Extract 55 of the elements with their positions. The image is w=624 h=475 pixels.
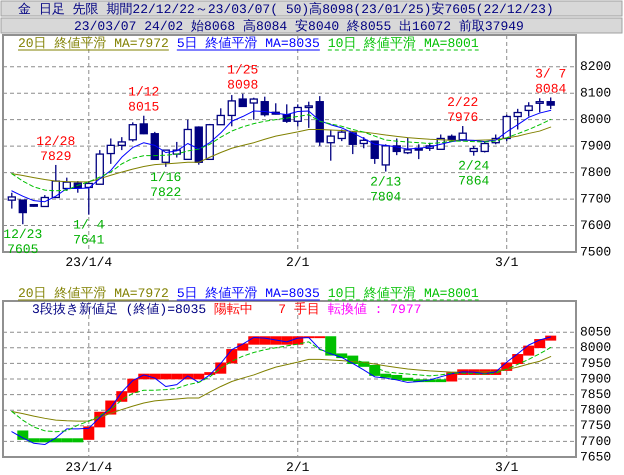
annotation: 3段抜き新値足 (終値)=8035 [32, 302, 206, 317]
annotation: 7641 [73, 232, 105, 248]
annotation: 7 手目 [278, 302, 320, 317]
y-tick-label: 7900 [580, 138, 612, 154]
text: 5日 終値平滑 MA=8035 [176, 36, 320, 51]
chart-subtitle: 23/03/07 24/02 始8068 高8084 安8040 終8055 出16072 前取37949 [74, 18, 524, 34]
x-tick-label: 3/1 [495, 460, 519, 475]
text: 20日 終値平滑 MA=7972 [18, 286, 169, 301]
y-tick-label: 8000 [580, 340, 612, 356]
annotation: 1/12 [128, 84, 160, 100]
annotation: 2/13 [370, 174, 402, 190]
annotation: 7822 [150, 184, 182, 200]
annotation: 7976 [447, 110, 478, 126]
y-tick-label: 7850 [580, 387, 612, 402]
annotation: 2/24 [458, 158, 490, 174]
y-tick-label: 8100 [580, 86, 612, 101]
annotation: 1/ 4 [73, 218, 105, 233]
chart-title: 金 日足 先限 期間22/12/22～23/03/07( 50)高8098(23/01/25)安7605(22/12/23) [18, 1, 554, 17]
text: 10日 終値平滑 MA=8001 [328, 36, 479, 51]
annotation: 7804 [370, 190, 402, 205]
annotation: 12/28 [36, 134, 76, 149]
text: 20日 終値平滑 MA=7972 [18, 36, 169, 51]
y-tick-label: 8050 [580, 324, 612, 340]
annotation: 12/23 [3, 227, 42, 242]
y-tick-label: 7750 [580, 418, 612, 434]
annotation: 1/25 [227, 62, 258, 78]
y-tick-label: 7700 [580, 434, 612, 449]
y-tick-label: 7800 [580, 165, 612, 180]
annotation: 8084 [535, 81, 566, 96]
annotation: 3/ 7 [535, 66, 566, 82]
x-tick-label: 2/1 [286, 460, 310, 475]
annotation: 7864 [458, 174, 490, 189]
x-tick-label: 3/1 [495, 255, 519, 270]
text: 5日 終値平滑 MA=8035 [176, 286, 320, 301]
annotation: 転換値 : 7977 [328, 302, 422, 317]
y-tick-label: 7900 [580, 371, 612, 386]
x-tick-label: 23/1/4 [65, 460, 112, 475]
y-tick-label: 7950 [580, 356, 612, 371]
y-tick-label: 8200 [580, 59, 612, 74]
annotation: 2/22 [447, 95, 478, 110]
x-tick-label: 23/1/4 [65, 255, 112, 270]
y-tick-label: 7650 [580, 449, 612, 464]
y-tick-label: 7800 [580, 402, 612, 418]
y-tick-label: 8000 [580, 112, 612, 128]
y-tick-label: 7700 [580, 192, 612, 207]
x-tick-label: 2/1 [286, 255, 310, 270]
y-tick-label: 7600 [580, 218, 612, 233]
annotation: 陽転中 [214, 302, 254, 317]
annotation: 1/16 [150, 170, 182, 185]
annotation: 8098 [227, 78, 258, 93]
annotation: 7829 [40, 148, 72, 164]
annotation: 8015 [128, 100, 160, 115]
text: 10日 終値平滑 MA=8001 [328, 286, 479, 301]
annotation: 7605 [7, 242, 38, 258]
y-tick-label: 7500 [580, 244, 612, 260]
